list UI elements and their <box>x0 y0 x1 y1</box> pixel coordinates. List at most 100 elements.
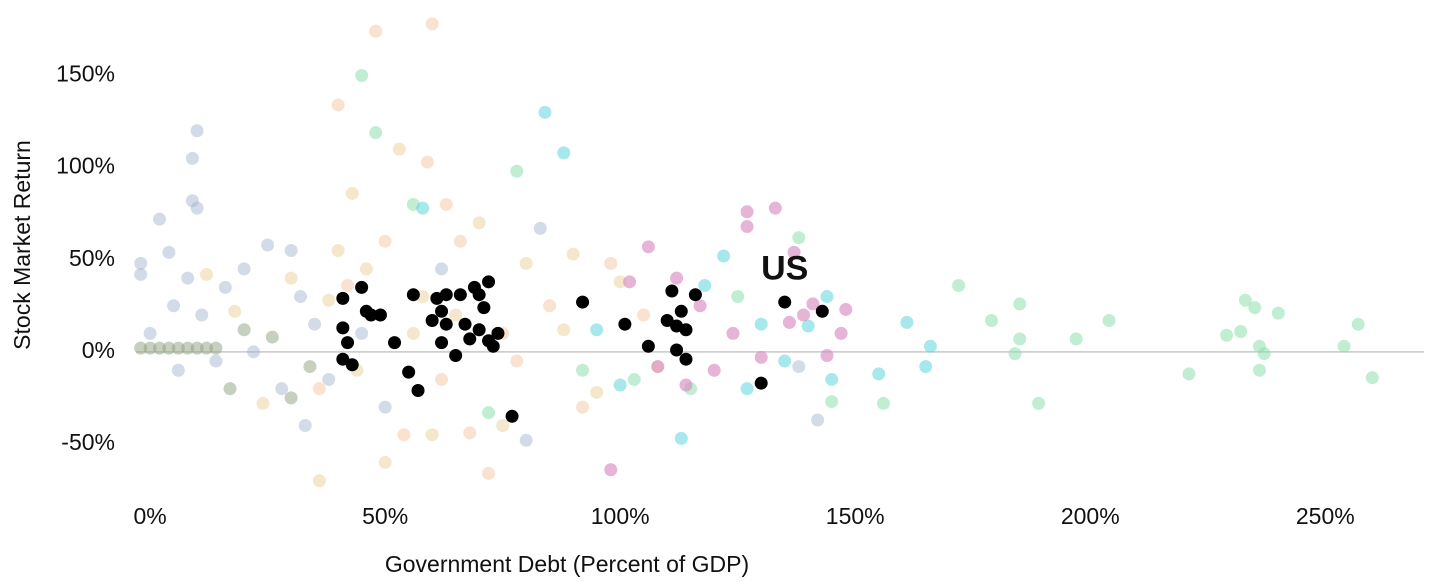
point <box>679 378 693 392</box>
point <box>153 341 167 355</box>
point <box>190 201 204 215</box>
point <box>627 372 641 386</box>
point <box>825 395 839 409</box>
y-tick-label: 100% <box>56 153 115 179</box>
point <box>369 126 383 140</box>
point <box>1182 367 1196 381</box>
point <box>284 271 298 285</box>
point <box>1248 301 1262 315</box>
point <box>510 354 524 368</box>
point <box>707 363 721 377</box>
point <box>265 330 279 344</box>
point <box>576 363 590 377</box>
point <box>604 463 618 477</box>
point <box>181 341 195 355</box>
point <box>185 151 199 165</box>
point <box>458 317 472 331</box>
point <box>237 262 251 276</box>
point <box>778 295 792 309</box>
point <box>355 68 369 82</box>
point <box>162 341 176 355</box>
point <box>261 238 275 252</box>
point <box>472 323 486 337</box>
point <box>566 247 580 261</box>
point <box>472 216 486 230</box>
point <box>1234 325 1248 339</box>
point <box>533 221 547 235</box>
point <box>637 308 651 322</box>
point <box>341 279 355 293</box>
point <box>143 326 157 340</box>
point <box>237 323 251 337</box>
point <box>1013 332 1027 346</box>
point <box>209 354 223 368</box>
point <box>345 358 359 372</box>
point <box>284 244 298 257</box>
point <box>688 288 702 302</box>
point <box>1102 314 1116 328</box>
y-tick-label: 0% <box>82 337 115 363</box>
point <box>1351 317 1365 331</box>
y-tick-label: 150% <box>56 61 115 87</box>
point <box>717 249 731 263</box>
point <box>510 164 524 178</box>
point <box>900 315 914 329</box>
point <box>420 155 434 169</box>
point <box>463 332 477 346</box>
point <box>698 279 712 293</box>
point <box>825 372 839 386</box>
point <box>820 349 834 363</box>
point <box>439 288 453 302</box>
point <box>416 201 430 215</box>
point <box>153 212 167 226</box>
point <box>613 275 627 289</box>
point <box>519 256 533 270</box>
point <box>482 466 496 480</box>
point <box>449 308 463 322</box>
point <box>768 201 782 215</box>
x-tick-label: 50% <box>362 503 408 529</box>
y-tick-label: 50% <box>69 245 115 271</box>
y-tick-label: -50% <box>61 429 115 455</box>
point <box>308 317 322 331</box>
point <box>834 326 848 340</box>
point <box>670 271 684 285</box>
point <box>641 339 655 353</box>
x-tick-label: 0% <box>133 503 166 529</box>
x-tick-label: 200% <box>1061 503 1120 529</box>
point <box>1365 371 1379 385</box>
point <box>792 231 806 245</box>
point <box>726 326 740 340</box>
point <box>557 323 571 337</box>
point <box>378 234 392 248</box>
point <box>435 304 449 318</box>
point <box>247 345 261 359</box>
point <box>491 326 505 340</box>
point <box>486 339 500 353</box>
point <box>294 290 308 304</box>
point <box>679 352 693 366</box>
point <box>143 341 157 355</box>
point <box>449 349 463 363</box>
point <box>439 197 453 211</box>
point <box>604 256 618 270</box>
point <box>782 315 796 329</box>
point <box>185 194 199 208</box>
y-axis-title: Stock Market Return <box>9 140 35 350</box>
point <box>378 455 392 469</box>
point <box>792 360 806 374</box>
point <box>190 124 204 138</box>
point <box>435 262 449 276</box>
point <box>392 142 406 156</box>
point <box>731 290 745 304</box>
point <box>651 360 665 374</box>
point <box>801 319 815 333</box>
point <box>754 317 768 331</box>
x-tick-label: 100% <box>591 503 650 529</box>
point <box>223 382 237 396</box>
point <box>275 382 289 396</box>
point <box>190 341 204 355</box>
point <box>411 384 425 398</box>
point <box>425 314 439 328</box>
point <box>919 360 933 374</box>
